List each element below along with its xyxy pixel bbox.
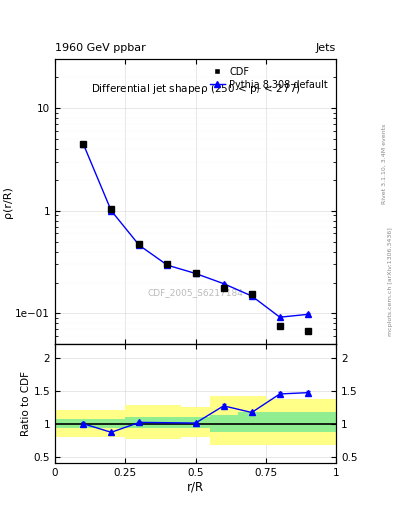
Y-axis label: ρ(r/R): ρ(r/R): [2, 186, 13, 218]
Text: 1960 GeV ppbar: 1960 GeV ppbar: [55, 42, 146, 53]
X-axis label: r/R: r/R: [187, 481, 204, 494]
Text: Rivet 3.1.10, 3.4M events: Rivet 3.1.10, 3.4M events: [382, 124, 387, 204]
Text: Jets: Jets: [316, 42, 336, 53]
Text: CDF_2005_S6217184: CDF_2005_S6217184: [148, 288, 243, 297]
Text: mcplots.cern.ch [arXiv:1306.3436]: mcplots.cern.ch [arXiv:1306.3436]: [388, 227, 393, 336]
Y-axis label: Ratio to CDF: Ratio to CDF: [21, 371, 31, 436]
Text: Differential jet shapeρ (250 < p$_T$ < 277): Differential jet shapeρ (250 < p$_T$ < 2…: [91, 82, 300, 96]
Legend: CDF, Pythia 8.308 default: CDF, Pythia 8.308 default: [207, 63, 331, 93]
